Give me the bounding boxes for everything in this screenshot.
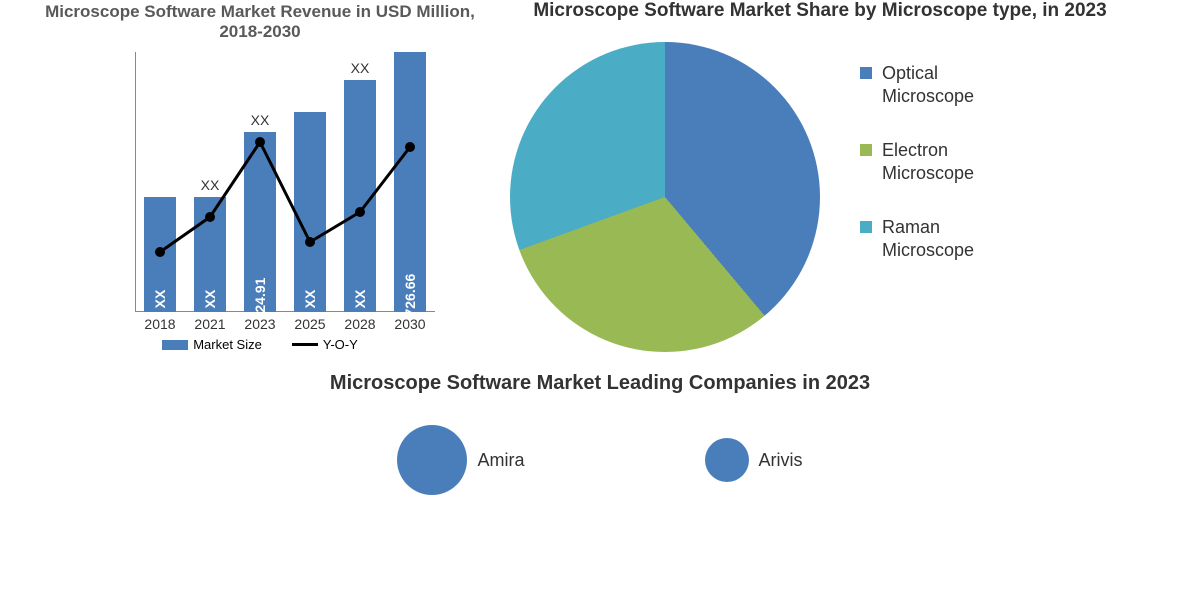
legend-swatch <box>860 144 872 156</box>
yoy-line <box>135 52 435 312</box>
pie-chart-title: Microscope Software Market Share by Micr… <box>480 0 1160 22</box>
x-tick: 2030 <box>394 316 425 332</box>
legend-yoy: Y-O-Y <box>292 337 358 352</box>
bubble-circle <box>705 438 749 482</box>
x-tick: 2023 <box>244 316 275 332</box>
bubble-label: Amira <box>477 450 524 471</box>
pie-legend-item: Optical Microscope <box>860 62 1022 109</box>
bubble-chart-panel: Microscope Software Market Leading Compa… <box>0 372 1200 495</box>
bar-chart-panel: Microscope Software Market Revenue in US… <box>40 0 480 352</box>
legend-label: Raman Microscope <box>882 216 1022 263</box>
x-tick: 2021 <box>194 316 225 332</box>
bubble-item: Amira <box>397 425 524 495</box>
bubble-item: Arivis <box>705 425 803 495</box>
legend-swatch <box>860 67 872 79</box>
pie-legend-item: Electron Microscope <box>860 139 1022 186</box>
legend-label: Optical Microscope <box>882 62 1022 109</box>
legend-swatch <box>860 221 872 233</box>
x-tick: 2025 <box>294 316 325 332</box>
x-tick: 2028 <box>344 316 375 332</box>
bar-chart-title: Microscope Software Market Revenue in US… <box>40 2 480 42</box>
bubble-chart-title: Microscope Software Market Leading Compa… <box>0 372 1200 395</box>
pie-chart-panel: Microscope Software Market Share by Micr… <box>480 0 1160 352</box>
x-tick-labels: 2018 2021 2023 2025 2028 2030 <box>135 316 435 332</box>
x-tick: 2018 <box>144 316 175 332</box>
bar-legend: Market Size Y-O-Y <box>40 337 480 352</box>
pie-legend-item: Raman Microscope <box>860 216 1022 263</box>
legend-market-size: Market Size <box>162 337 262 352</box>
pie-chart <box>510 42 820 352</box>
pie-legend: Optical Microscope Electron Microscope Ram… <box>860 62 1022 292</box>
bubble-circle <box>397 425 467 495</box>
legend-label: Electron Microscope <box>882 139 1022 186</box>
bubble-label: Arivis <box>759 450 803 471</box>
bubble-group: Amira Arivis <box>0 425 1200 495</box>
